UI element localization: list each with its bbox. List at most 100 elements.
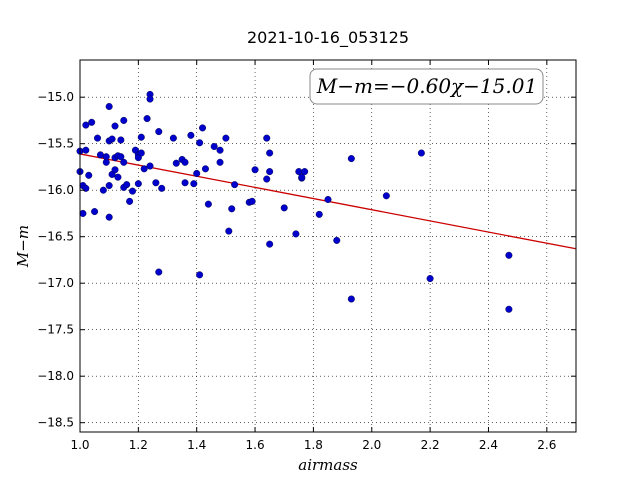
x-tick-labels: 1.0 1.2 1.4 1.6 1.8 2.0 2.2 2.4 2.6 <box>70 438 556 452</box>
data-point <box>266 240 274 248</box>
data-points <box>76 90 513 313</box>
data-point <box>417 149 425 157</box>
y-tick-label: −16.0 <box>37 183 74 197</box>
data-point <box>134 180 142 188</box>
x-tick-label: 1.0 <box>70 438 89 452</box>
data-point <box>99 186 107 194</box>
data-point <box>120 116 128 124</box>
data-point <box>169 134 177 142</box>
data-point <box>324 195 332 203</box>
data-point <box>266 149 274 157</box>
annotation-box: M−m=−0.60χ−15.01 <box>309 68 544 105</box>
data-point <box>143 115 151 123</box>
data-point <box>263 134 271 142</box>
data-point <box>266 168 274 176</box>
data-point <box>146 162 154 170</box>
data-point <box>181 158 189 166</box>
data-point <box>505 305 513 313</box>
data-point <box>216 146 224 154</box>
data-point <box>201 165 209 173</box>
data-point <box>88 118 96 126</box>
data-point <box>280 204 288 212</box>
data-point <box>333 236 341 244</box>
data-point <box>79 209 87 217</box>
x-tick-label: 2.4 <box>479 438 498 452</box>
data-point <box>111 166 119 174</box>
y-tick-label: −18.0 <box>37 369 74 383</box>
data-point <box>181 179 189 187</box>
x-axis-label: airmass <box>298 456 358 474</box>
x-tick-label: 1.8 <box>304 438 323 452</box>
data-point <box>105 102 113 110</box>
data-point <box>216 158 224 166</box>
data-point <box>117 136 125 144</box>
data-point <box>231 181 239 189</box>
data-point <box>108 135 116 143</box>
data-point <box>85 171 93 179</box>
data-point <box>187 131 195 139</box>
y-tick-label: −15.0 <box>37 90 74 104</box>
x-tick-label: 1.2 <box>129 438 148 452</box>
y-tick-labels: −15.0 −15.5 −16.0 −16.5 −17.0 −17.5 −18.0 −18.5 <box>37 90 74 430</box>
data-point <box>152 179 160 187</box>
data-point <box>301 168 309 176</box>
axis-ticks <box>79 60 576 432</box>
data-point <box>140 165 148 173</box>
x-tick-label: 1.6 <box>246 438 265 452</box>
x-tick-label: 2.0 <box>362 438 381 452</box>
data-point <box>292 230 300 238</box>
chart-title: 2021-10-16_053125 <box>247 28 409 48</box>
data-point <box>228 205 236 213</box>
y-tick-label: −17.0 <box>37 276 74 290</box>
data-point <box>114 173 122 181</box>
data-point <box>196 271 204 279</box>
data-point <box>426 275 434 283</box>
data-point <box>315 210 323 218</box>
data-point <box>155 268 163 276</box>
y-tick-label: −18.5 <box>37 416 74 430</box>
fit-equation: M−m=−0.60χ−15.01 <box>316 74 537 98</box>
data-point <box>117 153 125 161</box>
y-tick-label: −15.5 <box>37 137 74 151</box>
x-tick-label: 2.2 <box>421 438 440 452</box>
data-point <box>105 213 113 221</box>
data-point <box>82 121 90 129</box>
data-point <box>193 169 201 177</box>
data-point <box>196 139 204 147</box>
data-point <box>158 184 166 192</box>
data-point <box>82 146 90 154</box>
plot-frame <box>79 59 577 433</box>
data-point <box>347 295 355 303</box>
data-point <box>146 95 154 103</box>
data-point <box>94 134 102 142</box>
data-point <box>298 173 306 181</box>
data-point <box>172 159 180 167</box>
data-point <box>199 124 207 132</box>
data-point <box>505 251 513 259</box>
data-point <box>190 180 198 188</box>
y-tick-label: −16.5 <box>37 230 74 244</box>
data-point <box>263 175 271 183</box>
data-point <box>111 122 119 130</box>
y-tick-label: −17.5 <box>37 323 74 337</box>
data-point <box>225 227 233 235</box>
x-tick-label: 1.4 <box>187 438 206 452</box>
data-point <box>347 155 355 163</box>
data-point <box>248 197 256 205</box>
y-axis-label: M−m <box>14 225 32 268</box>
data-point <box>137 149 145 157</box>
data-point <box>382 192 390 200</box>
data-point <box>155 128 163 136</box>
data-point <box>204 200 212 208</box>
data-point <box>120 158 128 166</box>
data-point <box>251 166 259 174</box>
data-point <box>137 133 145 141</box>
data-point <box>105 182 113 190</box>
data-point <box>222 134 230 142</box>
data-point <box>129 187 137 195</box>
data-point <box>126 197 134 205</box>
plot-area <box>80 60 576 432</box>
data-point <box>123 181 131 189</box>
x-tick-label: 2.6 <box>537 438 556 452</box>
